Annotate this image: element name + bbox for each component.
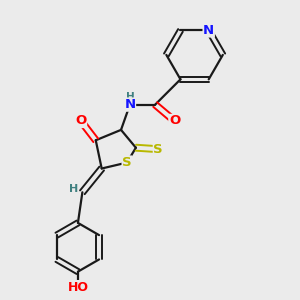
Text: H: H — [69, 184, 78, 194]
Text: O: O — [75, 115, 86, 128]
Text: H: H — [126, 92, 134, 102]
Text: HO: HO — [68, 280, 88, 294]
Text: S: S — [122, 156, 132, 169]
Text: S: S — [153, 143, 163, 156]
Text: N: N — [203, 24, 214, 37]
Text: O: O — [169, 115, 180, 128]
Text: N: N — [124, 98, 136, 111]
